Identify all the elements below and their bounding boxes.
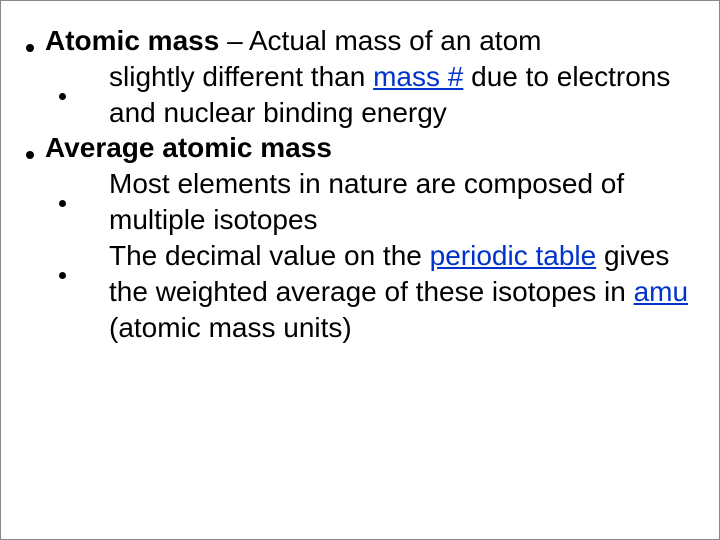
- bullet-icon: [45, 59, 109, 109]
- list-item: Average atomic mass Most elements in nat…: [15, 130, 695, 345]
- bullet-icon: [45, 238, 109, 288]
- link-text[interactable]: amu: [634, 276, 688, 307]
- link-text[interactable]: periodic table: [430, 240, 597, 271]
- term-bold: Average atomic mass: [45, 132, 332, 163]
- list-item: The decimal value on the periodic table …: [45, 238, 695, 345]
- subitem-text: slightly different than mass # due to el…: [109, 59, 695, 131]
- text-pre: The decimal value on the: [109, 240, 430, 271]
- slide: Atomic mass – Actual mass of an atom sli…: [0, 0, 720, 540]
- bullet-icon: [15, 23, 45, 57]
- bullet-icon: [15, 130, 45, 164]
- subitem-text: Most elements in nature are composed of …: [109, 166, 695, 238]
- text-post: (atomic mass units): [109, 312, 352, 343]
- term-rest: – Actual mass of an atom: [219, 25, 541, 56]
- item-text: Average atomic mass Most elements in nat…: [45, 130, 695, 345]
- term-bold: Atomic mass: [45, 25, 219, 56]
- list-item: Atomic mass – Actual mass of an atom sli…: [15, 23, 695, 130]
- bullet-icon: [45, 166, 109, 216]
- subitem-text: The decimal value on the periodic table …: [109, 238, 695, 345]
- text-pre: Most elements in nature are composed of …: [109, 168, 624, 235]
- text-pre: slightly different than: [109, 61, 373, 92]
- list-item: slightly different than mass # due to el…: [45, 59, 695, 131]
- link-text[interactable]: mass #: [373, 61, 463, 92]
- list-item: Most elements in nature are composed of …: [45, 166, 695, 238]
- item-text: Atomic mass – Actual mass of an atom sli…: [45, 23, 695, 130]
